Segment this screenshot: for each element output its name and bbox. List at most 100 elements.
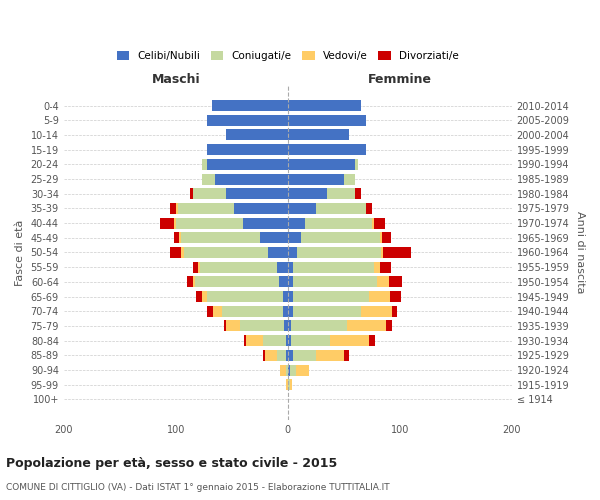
Bar	[181, 232, 260, 243]
Bar	[316, 350, 344, 361]
Bar	[355, 188, 361, 199]
Bar	[202, 174, 215, 184]
Bar	[283, 306, 288, 317]
Bar	[286, 379, 288, 390]
Bar	[288, 364, 290, 376]
Bar	[286, 335, 288, 346]
Text: Maschi: Maschi	[151, 74, 200, 86]
Bar	[181, 247, 184, 258]
Bar	[187, 276, 193, 287]
Bar	[173, 218, 176, 228]
Bar	[178, 203, 234, 214]
Bar	[288, 144, 366, 155]
Bar	[392, 306, 397, 317]
Bar	[202, 159, 207, 170]
Bar	[291, 320, 347, 332]
Bar	[221, 306, 283, 317]
Bar	[224, 320, 226, 332]
Bar	[316, 203, 366, 214]
Bar	[288, 247, 297, 258]
Bar	[207, 159, 288, 170]
Bar	[389, 276, 402, 287]
Bar	[207, 115, 288, 126]
Bar	[355, 159, 358, 170]
Bar	[344, 350, 349, 361]
Bar	[291, 335, 331, 346]
Bar	[283, 291, 288, 302]
Bar	[389, 291, 401, 302]
Bar	[179, 232, 181, 243]
Bar	[284, 320, 288, 332]
Bar	[331, 335, 370, 346]
Bar	[288, 320, 291, 332]
Bar	[213, 306, 221, 317]
Bar	[370, 335, 375, 346]
Bar	[226, 188, 288, 199]
Bar	[243, 218, 288, 228]
Legend: Celibi/Nubili, Coniugati/e, Vedovi/e, Divorziati/e: Celibi/Nubili, Coniugati/e, Vedovi/e, Di…	[113, 46, 463, 65]
Bar	[160, 218, 173, 228]
Bar	[196, 291, 202, 302]
Bar	[207, 306, 213, 317]
Bar	[277, 262, 288, 272]
Bar	[215, 174, 288, 184]
Bar	[277, 350, 286, 361]
Bar	[374, 262, 380, 272]
Bar	[170, 203, 176, 214]
Bar	[293, 291, 370, 302]
Bar	[288, 203, 316, 214]
Bar	[293, 262, 374, 272]
Bar	[173, 232, 179, 243]
Bar	[288, 130, 349, 140]
Bar	[207, 291, 283, 302]
Bar	[260, 232, 288, 243]
Bar	[176, 203, 178, 214]
Bar	[380, 262, 391, 272]
Bar	[383, 247, 411, 258]
Bar	[296, 364, 309, 376]
Bar	[372, 218, 374, 228]
Bar	[301, 232, 380, 243]
Bar	[184, 247, 268, 258]
Bar	[288, 379, 290, 390]
Bar	[288, 350, 293, 361]
Bar	[288, 306, 293, 317]
Bar	[370, 291, 389, 302]
Bar	[288, 276, 293, 287]
Bar	[288, 335, 291, 346]
Bar	[290, 379, 292, 390]
Text: COMUNE DI CITTIGLIO (VA) - Dati ISTAT 1° gennaio 2015 - Elaborazione TUTTITALIA.: COMUNE DI CITTIGLIO (VA) - Dati ISTAT 1°…	[6, 482, 389, 492]
Bar	[344, 174, 355, 184]
Bar	[293, 350, 316, 361]
Bar	[286, 350, 288, 361]
Bar	[377, 276, 389, 287]
Bar	[386, 320, 392, 332]
Bar	[297, 247, 380, 258]
Bar	[198, 262, 200, 272]
Bar	[193, 262, 198, 272]
Bar	[226, 130, 288, 140]
Bar	[239, 320, 284, 332]
Bar	[193, 188, 226, 199]
Bar	[247, 335, 263, 346]
Bar	[268, 247, 288, 258]
Y-axis label: Fasce di età: Fasce di età	[15, 220, 25, 286]
Bar	[288, 262, 293, 272]
Bar	[286, 364, 288, 376]
Bar	[288, 291, 293, 302]
Bar	[293, 306, 361, 317]
Text: Popolazione per età, sesso e stato civile - 2015: Popolazione per età, sesso e stato civil…	[6, 458, 337, 470]
Bar	[288, 115, 366, 126]
Y-axis label: Anni di nascita: Anni di nascita	[575, 211, 585, 294]
Bar	[380, 247, 383, 258]
Bar	[170, 247, 181, 258]
Bar	[288, 232, 301, 243]
Text: Femmine: Femmine	[368, 74, 432, 86]
Bar	[288, 159, 355, 170]
Bar	[202, 291, 207, 302]
Bar	[193, 276, 195, 287]
Bar	[380, 232, 382, 243]
Bar	[366, 203, 372, 214]
Bar	[327, 188, 355, 199]
Bar	[200, 262, 277, 272]
